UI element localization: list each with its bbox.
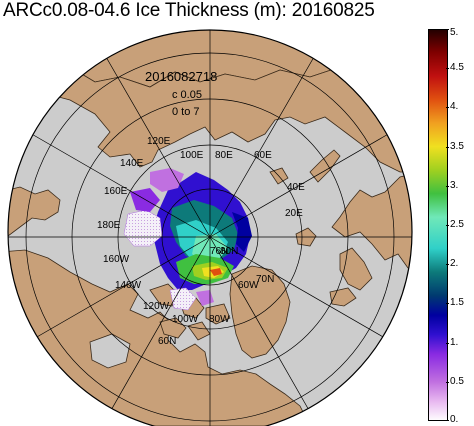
lon-label-140w: 140W [115, 280, 142, 291]
colorbar-tick-label: 1. [450, 336, 459, 348]
lon-label-180e: 180E [97, 220, 121, 231]
lon-label-40e: 40E [287, 182, 305, 193]
colorbar-tick-label: 2.5 [450, 219, 464, 230]
lon-label-100e: 100E [180, 150, 204, 161]
colorbar-tick-mark [446, 342, 449, 344]
colorbar-tick-mark [446, 29, 449, 30]
colorbar-tick-label: 3.5 [450, 140, 464, 152]
lon-label-100w: 100W [172, 314, 199, 325]
lat-label-60n: 60N [158, 336, 176, 347]
lon-label-120w: 120W [143, 301, 170, 312]
colorbar-tick-mark [446, 68, 449, 70]
contour-interval: c 0.05 [172, 89, 202, 101]
lon-label-60w: 60W [238, 280, 259, 291]
colorbar-tick-label: 0.5 [450, 375, 464, 387]
polar-map: 2016082718 c 0.05 0 to 7 120E 100E 80E 6… [0, 22, 420, 426]
colorbar-tick-label: 1.5 [450, 297, 464, 309]
lon-label-140e: 140E [120, 158, 144, 169]
colorbar-tick-label: 0. [450, 414, 459, 425]
model-stamp: 2016082718 [145, 69, 217, 84]
lon-label-160e: 160E [104, 186, 128, 197]
colorbar-tick-label: 5. [450, 27, 459, 38]
colorbar-gradient [428, 29, 448, 421]
colorbar-frame [428, 29, 448, 421]
colorbar-tick-label: 3. [450, 179, 459, 191]
sea-ice-field [123, 168, 252, 311]
lon-label-160w: 160W [103, 254, 130, 265]
colorbar-tick-mark [446, 107, 449, 109]
colorbar-tick-label: 2. [450, 258, 459, 270]
map-frame [7, 29, 413, 426]
lat-label-76n: 76N [210, 246, 228, 257]
lat-label-70n: 70N [256, 274, 274, 285]
lon-label-60e: 60E [254, 150, 272, 161]
colorbar-tick-mark [446, 420, 449, 421]
map-labels: 2016082718 c 0.05 0 to 7 120E 100E 80E 6… [97, 69, 305, 347]
lon-label-80w: 80W [209, 314, 230, 325]
lon-label-80e: 80E [215, 150, 233, 161]
colorbar-tick-mark [446, 264, 449, 266]
map-title: ARCc0.08-04.6 Ice Thickness (m): 2016082… [3, 0, 375, 21]
colorbar-tick-mark [446, 146, 449, 148]
lon-label-20e: 20E [285, 208, 303, 219]
colorbar-tick-label: 4.5 [450, 62, 464, 74]
graticule [8, 30, 412, 426]
colorbar-tick-mark [446, 303, 449, 305]
lon-label-120e: 120E [147, 136, 171, 147]
colorbar-tick-label: 4. [450, 101, 459, 113]
colorbar-tick-mark [446, 381, 449, 383]
colorbar [428, 29, 448, 421]
colorbar-tick-mark [446, 185, 449, 187]
colorbar-tick-mark [446, 225, 449, 226]
value-range: 0 to 7 [172, 106, 200, 118]
lat-label-80n: 80N [220, 246, 238, 257]
